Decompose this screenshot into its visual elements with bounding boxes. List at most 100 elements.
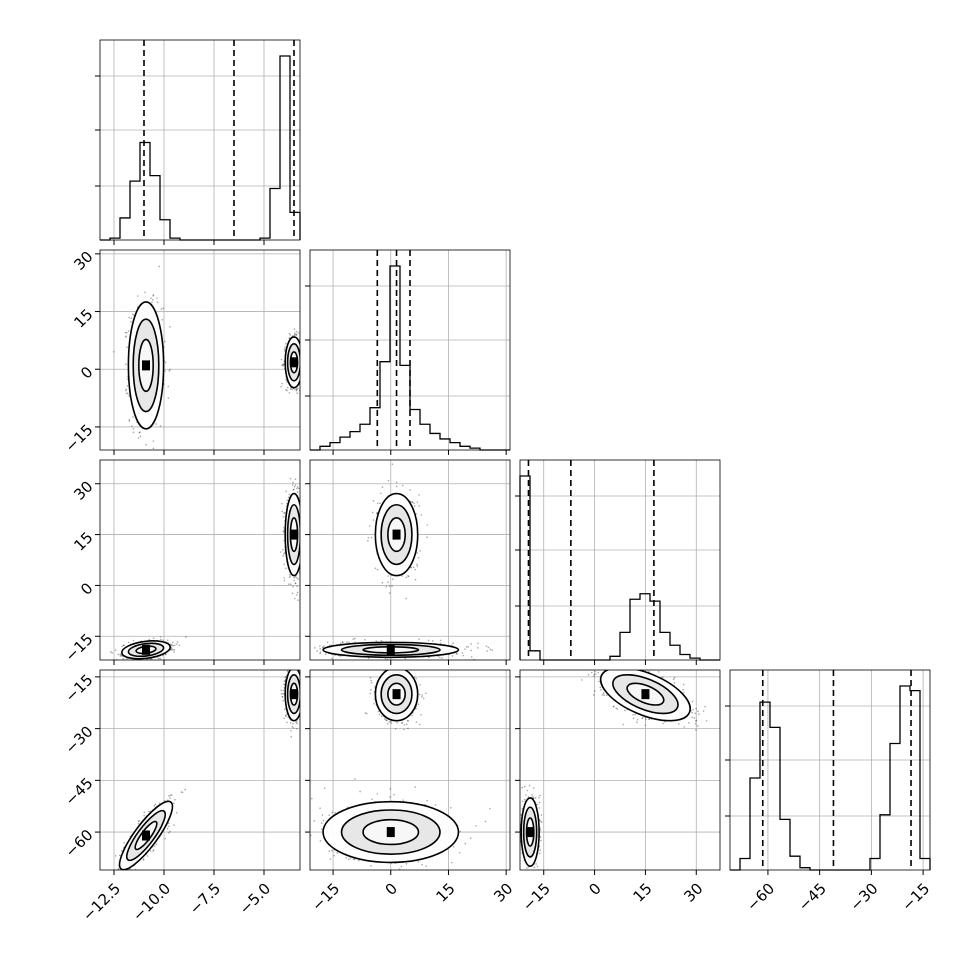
scatter-point [302,680,304,682]
scatter-point [302,681,304,683]
scatter-point [125,873,127,875]
scatter-point [126,331,128,334]
scatter-point [300,523,302,525]
scatter-point [303,362,305,364]
scatter-point [289,388,292,390]
scatter-point [293,488,295,491]
scatter-point [300,688,302,690]
scatter-point [294,582,297,584]
scatter-point [286,389,288,392]
scatter-point [301,358,303,360]
scatter-point [128,316,131,319]
scatter-point [301,352,303,354]
scatter-point [172,648,174,651]
scatter-point [142,859,145,861]
scatter-point [289,583,292,585]
scatter-point [294,478,297,480]
scatter-point [297,665,299,667]
panel-frame [519,459,721,661]
scatter-point [295,333,298,336]
scatter-point [300,662,302,664]
scatter-point [125,388,127,391]
scatter-point [283,512,285,514]
scatter-point [282,548,284,551]
scatter-point [300,374,302,376]
scatter-point [167,385,169,388]
scatter-point [302,370,304,372]
scatter-panel-0-2 [95,459,306,665]
scatter-point [137,823,140,825]
scatter-point [146,660,148,662]
panel-content [113,662,305,882]
scatter-point [301,344,303,346]
scatter-point [296,491,299,493]
scatter-point [301,376,303,378]
scatter-point [303,372,305,374]
scatter-point [303,555,305,557]
scatter-point [130,872,132,874]
scatter-point [286,665,288,667]
hist-panel-2 [515,459,721,665]
scatter-point [302,686,304,688]
scatter-point [306,357,308,359]
scatter-point [301,541,303,543]
scatter-point [280,385,282,388]
scatter-point [162,307,165,309]
scatter-point [302,362,304,364]
scatter-point [111,651,113,654]
scatter-point [283,579,286,582]
scatter-point [301,556,303,558]
scatter-point [301,556,303,558]
scatter-point [296,486,299,488]
scatter-point [126,378,129,380]
scatter-point [125,335,128,337]
scatter-point [153,805,156,807]
scatter-point [288,493,291,496]
scatter-point [180,791,183,793]
scatter-point [287,667,289,669]
scatter-point [169,368,171,371]
scatter-point [291,725,294,728]
scatter-point [158,802,161,805]
scatter-point [295,333,298,336]
scatter-point [114,855,117,857]
scatter-point [302,363,304,365]
scatter-point [285,715,287,718]
scatter-point [301,367,303,369]
scatter-point [150,297,152,300]
scatter-point [286,499,288,502]
scatter-point [156,297,158,299]
scatter-point [159,636,162,638]
scatter-point [289,573,291,576]
scatter-point [152,294,154,297]
scatter-point [174,798,176,801]
scatter-point [149,850,152,852]
scatter-point [137,437,140,439]
scatter-point [171,641,174,644]
scatter-point [282,516,285,518]
scatter-point [173,649,176,651]
scatter-point [302,703,304,705]
scatter-point [295,388,298,391]
scatter-point [301,559,303,561]
scatter-point [158,265,161,268]
scatter-point [295,594,298,596]
scatter-point [296,585,298,588]
scatter-point [292,489,295,491]
scatter-point [283,577,285,579]
scatter-point [281,502,283,505]
hist-panel-1 [305,249,511,455]
scatter-point [166,827,169,830]
scatter-point [131,313,134,315]
scatter-point [283,551,286,554]
scatter-point [123,644,125,646]
scatter-point [127,330,130,332]
scatter-point [303,690,305,692]
scatter-point [304,573,306,575]
scatter-point [138,820,140,822]
scatter-point [113,880,115,882]
scatter-point [301,688,303,690]
scatter-point [156,301,159,304]
scatter-point [295,576,298,579]
